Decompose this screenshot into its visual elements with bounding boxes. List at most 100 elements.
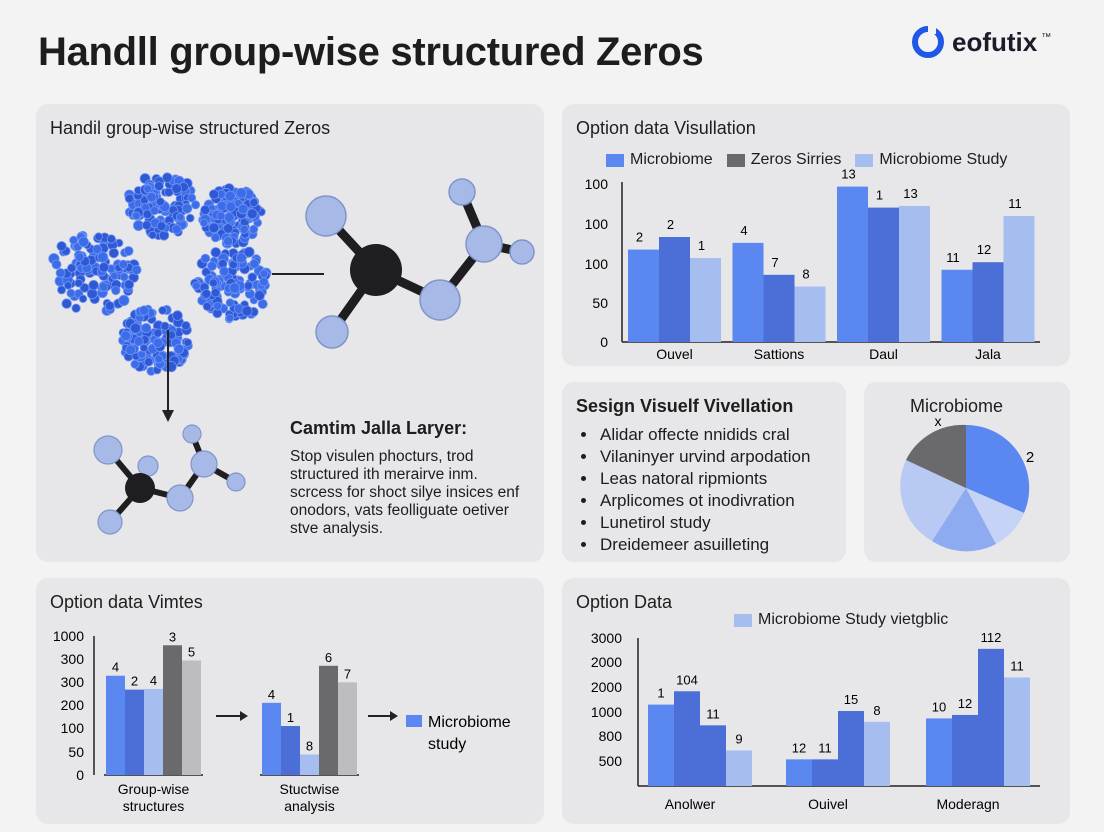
bar [144,688,163,775]
cluster-bead [139,305,150,316]
atom [509,239,535,265]
cluster-bead [125,344,136,356]
data-label: 5 [188,644,195,659]
bar [106,675,125,775]
y-tick-label: 50 [68,744,84,760]
cluster-bead [246,208,258,220]
bar [794,286,826,342]
cluster-bead [185,213,195,223]
bar [1003,216,1035,342]
data-label: 1 [657,686,664,701]
page-title: Handll group-wise structured Zeros [38,30,704,74]
x-tick-label: Ouvel [656,346,693,362]
data-label: 8 [802,267,809,282]
cluster-bead [239,224,249,234]
chart-title: Option Data [576,592,673,612]
bar [300,754,319,775]
data-label: 7 [344,666,351,681]
x-tick-label: analysis [284,798,335,814]
x-tick-label: Anolwer [665,796,716,812]
cluster-bead [235,187,247,199]
cluster-bead [66,288,76,298]
cluster-bead [141,323,152,334]
data-label: 11 [1010,658,1024,673]
cluster-bead [131,264,142,275]
cluster-bead [150,206,160,216]
data-label: 12 [792,740,806,755]
cluster-bead [133,336,144,347]
cluster-bead [74,278,83,288]
y-tick-label: 0 [76,767,84,783]
y-tick-label: 50 [592,295,608,311]
cluster-bead [155,197,165,207]
cluster-bead [132,211,141,220]
cluster-bead [162,172,173,183]
y-tick-label: 100 [61,720,85,736]
cluster-bead [225,298,235,308]
x-tick-label: Stuctwise [280,781,340,797]
cluster-bead [225,201,237,212]
data-label: 2 [667,217,674,232]
cluster-bead [119,272,129,282]
y-tick-label: 0 [600,334,608,350]
cluster-bead [217,258,228,269]
cluster-bead [78,294,88,303]
bar [262,702,281,775]
cluster-bead [249,258,260,269]
cluster-bead [98,262,110,273]
legend-item: Zeros Sirries [726,151,841,169]
caption-heading: Camtim Jalla Laryer: [290,418,468,438]
brand-logo[interactable]: eofutix ™ [908,22,1051,62]
bullet-list: Alidar offecte nnidids cral Vilaninyer u… [578,424,810,556]
cluster-bead [235,252,247,264]
data-label: 11 [1008,196,1022,211]
cluster-bead [130,359,140,369]
cluster-bead [171,224,182,235]
data-label: 13 [903,186,917,201]
cluster-bead [187,193,197,203]
y-tick-label: 2000 [591,654,622,670]
list-item: Vilaninyer urvind arpodation [598,446,810,468]
cluster-bead [200,205,211,216]
cluster-bead [223,212,235,223]
cluster-bead [154,354,164,364]
bar [659,237,690,342]
cluster-bead [75,252,85,262]
list-item: Arplicomes ot inodivration [598,490,810,512]
chart-title: Option data Visullation [576,118,756,138]
pie-title: Microbiome [910,396,1004,416]
cluster-bead [259,269,269,278]
cluster-bead [55,268,66,278]
data-label: 104 [676,672,698,687]
pie-slice [932,488,996,552]
bar [864,721,890,786]
cluster-bead [88,279,99,291]
chart-legend: Microbiome Study vietgblic [734,611,948,629]
cluster-bead [229,282,241,294]
chart-panel-visullation: Option data Visullation Microbiome Zeros… [562,104,1070,366]
cluster-bead [139,343,149,353]
bar [941,269,973,342]
y-tick-label: 2000 [591,679,622,695]
data-label: 4 [268,687,275,702]
pie-slice [906,424,966,488]
list-item: Leas natoral ripmionts [598,468,810,490]
bar [952,714,978,786]
cluster-bead [207,261,217,272]
y-tick-label: 100 [585,176,609,192]
list-item: Alidar offecte nnidids cral [598,424,810,446]
bar [812,759,838,786]
bar [899,205,930,342]
data-label: 4 [740,223,747,238]
cluster-bead [183,338,193,347]
cluster-bead [146,191,157,203]
data-label: 12 [977,242,991,257]
legend-item: Microbiome [606,151,713,169]
cluster-bead [78,236,89,248]
legend-item: Microbiome Study vietgblic [734,611,948,629]
cluster-bead [181,203,193,214]
cluster-bead [56,241,67,252]
cluster-bead [61,298,72,309]
x-tick-label: Moderagn [936,796,999,812]
